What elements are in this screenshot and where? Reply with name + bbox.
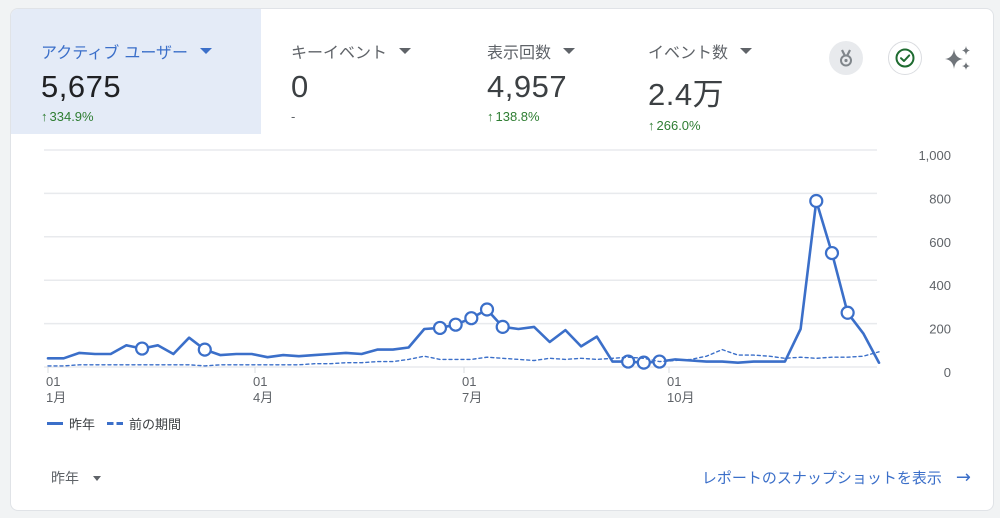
caret-down-icon[interactable] bbox=[563, 48, 576, 54]
legend-current: 昨年 bbox=[69, 418, 96, 433]
caret-down-icon[interactable] bbox=[399, 48, 412, 54]
report-card: アクティブ ユーザー 5,675 ↑ 334.9% キーイベント 0 - 表示回数… bbox=[10, 8, 994, 511]
svg-text:01: 01 bbox=[46, 374, 60, 389]
metric-label: キーイベント bbox=[291, 39, 451, 63]
chart-series bbox=[46, 193, 881, 370]
metric-value: 2.4万 bbox=[648, 77, 725, 112]
svg-text:0: 0 bbox=[944, 365, 951, 380]
svg-text:01: 01 bbox=[667, 374, 681, 389]
y-axis: 0 200 400 600 800 1,000 bbox=[918, 148, 951, 380]
svg-text:1,000: 1,000 bbox=[918, 148, 951, 163]
svg-text:7月: 7月 bbox=[462, 390, 482, 405]
metric-delta: ↑ 138.8% bbox=[487, 109, 540, 124]
sparkle-icon[interactable] bbox=[941, 41, 975, 75]
svg-text:800: 800 bbox=[929, 191, 951, 206]
arrow-up-icon: ↑ bbox=[41, 109, 48, 124]
svg-text:600: 600 bbox=[929, 235, 951, 250]
metric-value: 5,675 bbox=[41, 69, 122, 104]
caret-down-icon bbox=[93, 475, 101, 481]
metric-tab-key-events[interactable]: キーイベント 0 - bbox=[261, 9, 451, 134]
legend-previous: 前の期間 bbox=[129, 418, 182, 433]
metric-value: 4,957 bbox=[487, 69, 568, 104]
svg-text:4月: 4月 bbox=[253, 390, 273, 405]
svg-text:01: 01 bbox=[462, 374, 476, 389]
dashed-line-swatch bbox=[107, 422, 124, 425]
arrow-up-icon: ↑ bbox=[487, 109, 494, 124]
medal-icon[interactable] bbox=[829, 41, 863, 75]
metric-tab-event-count[interactable]: イベント数 2.4万 ↑ 266.0% bbox=[618, 9, 788, 134]
chart-legend: 昨年 前の期間 bbox=[47, 414, 181, 433]
arrow-up-icon: ↑ bbox=[648, 118, 655, 133]
solid-line-swatch bbox=[47, 422, 63, 425]
svg-text:10月: 10月 bbox=[667, 390, 694, 405]
metric-label: アクティブ ユーザー bbox=[41, 39, 261, 63]
svg-text:200: 200 bbox=[929, 322, 951, 337]
svg-text:01: 01 bbox=[253, 374, 267, 389]
metric-label: イベント数 bbox=[648, 39, 788, 63]
arrow-right-icon: → bbox=[955, 467, 971, 488]
metric-tab-active-users[interactable]: アクティブ ユーザー 5,675 ↑ 334.9% bbox=[11, 9, 261, 134]
caret-down-icon[interactable] bbox=[200, 48, 213, 54]
metric-label: 表示回数 bbox=[487, 39, 617, 63]
metric-tab-views[interactable]: 表示回数 4,957 ↑ 138.8% bbox=[457, 9, 617, 134]
metric-delta: - bbox=[291, 109, 296, 124]
period-select[interactable]: 昨年 bbox=[51, 468, 101, 488]
svg-text:1月: 1月 bbox=[46, 390, 66, 405]
svg-text:400: 400 bbox=[929, 278, 951, 293]
metric-delta: ↑ 334.9% bbox=[41, 109, 94, 124]
caret-down-icon[interactable] bbox=[740, 48, 753, 54]
view-report-snapshot-link[interactable]: レポートのスナップショットを表示 → bbox=[701, 467, 971, 488]
metric-delta: ↑ 266.0% bbox=[648, 118, 701, 133]
gridlines bbox=[44, 149, 877, 368]
check-circle-icon[interactable] bbox=[888, 41, 922, 75]
metric-value: 0 bbox=[291, 69, 309, 104]
